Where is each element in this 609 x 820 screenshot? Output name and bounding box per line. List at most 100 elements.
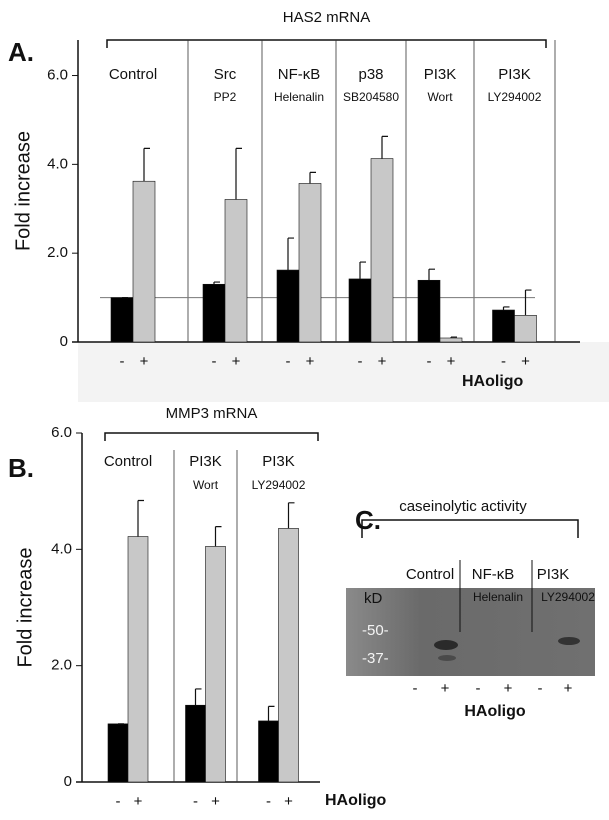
bar: [205, 546, 226, 783]
inhibitor-label: LY294002: [252, 478, 306, 492]
x-tick-label: +: [378, 353, 387, 370]
error-bar: [359, 261, 366, 279]
marker-label: -37-: [362, 650, 389, 667]
error-bar: [381, 135, 388, 159]
error-bar: [287, 502, 295, 529]
x-tick-label: -: [266, 793, 271, 810]
y-axis-label: Fold increase: [12, 131, 34, 251]
bar: [202, 283, 226, 343]
lane-label: -: [413, 680, 418, 697]
bracket: [106, 39, 547, 48]
x-tick-label: +: [306, 353, 315, 370]
panel-label: A.: [8, 37, 34, 67]
x-tick-label: +: [447, 353, 456, 370]
x-tick-label: -: [116, 793, 121, 810]
x-tick-label: +: [140, 353, 149, 370]
error-bar: [235, 147, 242, 200]
inhibitor-label: Helenalin: [473, 590, 523, 604]
chart-title: HAS2 mRNA: [283, 9, 371, 26]
y-tick-label: 4.0: [47, 155, 68, 172]
error-bar: [450, 336, 457, 339]
x-label: HAoligo: [464, 703, 526, 720]
y-axis-label: Fold increase: [14, 547, 36, 667]
bar: [417, 279, 441, 343]
bar: [298, 183, 322, 343]
error-bar: [143, 147, 150, 182]
marker-label: -50-: [362, 622, 389, 639]
bar: [514, 315, 537, 343]
bar: [492, 309, 515, 343]
y-tick-label: 0: [64, 773, 72, 790]
inhibitor-label: LY294002: [488, 90, 542, 104]
bar: [132, 180, 156, 343]
x-tick-label: -: [120, 353, 125, 370]
group-label: PI3K: [189, 453, 222, 470]
group-label: Control: [406, 566, 454, 583]
x-tick-label: -: [427, 353, 432, 370]
error-bar: [194, 688, 202, 706]
y-tick-label: 2.0: [51, 657, 72, 674]
error-bar: [267, 705, 275, 721]
group-label: PI3K: [262, 453, 295, 470]
x-tick-label: -: [358, 353, 363, 370]
lane-label: -: [476, 680, 481, 697]
error-bar: [137, 499, 144, 537]
gel-title: caseinolytic activity: [399, 498, 527, 515]
error-bar: [287, 237, 294, 271]
group-label: Control: [104, 453, 152, 470]
gel-band: [434, 640, 458, 650]
bar: [110, 297, 134, 343]
panel-c: C. caseinolytic activity Control NF-κB H…: [346, 498, 595, 720]
group-label: PI3K: [424, 66, 457, 83]
y-tick-label: 6.0: [47, 66, 68, 83]
bar: [258, 720, 279, 783]
x-tick-label: -: [286, 353, 291, 370]
bar: [127, 536, 149, 783]
error-bar: [524, 289, 532, 316]
lane-label: -: [538, 680, 543, 697]
inhibitor-label: SB204580: [343, 90, 399, 104]
bar: [278, 528, 299, 783]
y-tick-label: 0: [60, 333, 68, 350]
y-tick-label: 4.0: [51, 540, 72, 557]
bar: [107, 723, 129, 783]
bracket: [361, 519, 579, 538]
x-tick-label: +: [134, 793, 143, 810]
inhibitor-label: LY294002: [541, 590, 595, 604]
gel-band: [438, 655, 456, 661]
x-tick-label: -: [212, 353, 217, 370]
bracket: [104, 432, 319, 441]
bar: [348, 278, 372, 343]
x-tick-label: +: [211, 793, 220, 810]
error-bar: [309, 171, 316, 184]
bar: [439, 337, 463, 343]
x-tick-label: -: [193, 793, 198, 810]
inhibitor-label: PP2: [214, 90, 237, 104]
bar: [185, 704, 206, 783]
error-bar: [428, 268, 435, 281]
group-label: NF-κB: [278, 66, 321, 83]
gel-image: [346, 588, 595, 676]
lane-label: +: [504, 680, 513, 697]
inhibitor-label: Wort: [193, 478, 219, 492]
chart-title: MMP3 mRNA: [166, 405, 258, 422]
panel-a-footer-bg: [78, 342, 609, 402]
panel-label: B.: [8, 453, 34, 483]
group-label: NF-κB: [472, 566, 515, 583]
lane-label: +: [441, 680, 450, 697]
group-label: Src: [214, 66, 237, 83]
x-tick-label: +: [284, 793, 293, 810]
group-label: p38: [358, 66, 383, 83]
lane-label: +: [564, 680, 573, 697]
error-bar: [214, 526, 222, 547]
x-axis-label: HAoligo: [325, 792, 387, 809]
x-tick-label: +: [521, 353, 530, 370]
group-label: PI3K: [537, 566, 570, 583]
y-tick-label: 6.0: [51, 424, 72, 441]
group-label: Control: [109, 66, 157, 83]
x-tick-label: -: [501, 353, 506, 370]
unit-label: kD: [364, 590, 383, 607]
gel-band: [558, 637, 580, 645]
